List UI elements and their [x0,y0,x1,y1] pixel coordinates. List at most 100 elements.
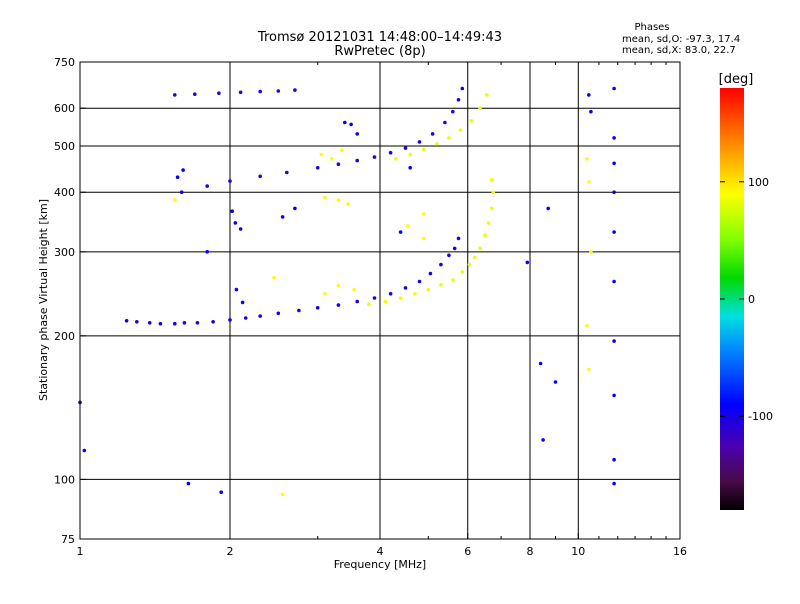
x-tick-label: 6 [464,545,471,558]
echo-point [447,136,451,140]
x-tick-label: 1 [77,545,84,558]
echo-point [439,262,443,267]
echo-point [280,215,285,219]
echo-point [413,292,417,296]
echo-point [383,299,388,304]
echo-point [435,142,439,146]
echo-point [612,457,616,462]
echo-point [393,157,398,161]
chart-title: Tromsø 20121031 14:48:00–14:49:43 [257,30,502,45]
echo-point [426,287,431,292]
echo-point [612,136,616,140]
echo-point [612,161,616,166]
echo-point [272,275,276,280]
echo-point [205,184,209,188]
echo-point [211,320,215,324]
echo-point [233,221,238,225]
echo-point [452,246,457,251]
echo-point [447,253,451,258]
echo-point [336,303,341,307]
echo-point [179,190,184,194]
echo-point [240,300,245,305]
echo-point [182,321,187,325]
echo-point [451,278,455,282]
chart-subtitle: RwPretec (8p) [334,44,425,59]
echo-point [460,270,465,274]
echo-point [230,209,234,213]
echo-point [293,206,297,211]
echo-point [124,319,129,323]
echo-point [349,122,353,127]
stats-x-mode: mean, sd,X: 83.0, 22.7 [622,45,736,56]
echo-point [343,120,347,125]
echo-point [612,230,616,234]
echo-point [276,89,281,93]
echo-point [173,93,177,97]
echo-point [258,314,263,318]
echo-point [486,221,491,225]
echo-point [217,91,221,95]
echo-point [82,448,87,453]
echo-point [147,321,152,325]
echo-point [460,86,465,91]
echo-point [372,296,377,300]
echo-point [234,287,239,292]
echo-point [612,339,616,343]
echo-point [525,260,530,265]
echo-point [336,162,341,166]
echo-point [388,150,393,155]
echo-point [612,393,616,398]
echo-point [422,147,426,152]
echo-point [398,230,403,234]
grid-layer [80,62,680,539]
echo-point [193,92,197,96]
echo-point [428,271,433,276]
echo-point [346,202,350,206]
echo-point [417,279,422,284]
echo-point [458,128,463,132]
y-tick-label: 600 [54,102,75,115]
echo-point [467,262,472,267]
echo-point [388,292,393,296]
echo-point [336,198,341,202]
echo-point [276,311,281,316]
echo-point [243,316,248,320]
echo-point [336,283,341,288]
echo-point [538,361,543,366]
y-tick-label: 750 [54,56,75,69]
y-tick-label: 100 [54,473,75,486]
y-tick-label: 500 [54,140,75,153]
x-tick-label: 4 [377,545,384,558]
echo-point [158,321,163,326]
echo-point [408,166,413,170]
echo-point [367,302,371,307]
echo-point [589,250,593,254]
echo-point [587,180,591,184]
echo-point [546,206,550,211]
echo-point [587,367,591,372]
echo-point [478,106,482,110]
echo-point [585,157,589,161]
colorbar-tick-label: 0 [748,293,755,306]
echo-point [181,168,185,172]
echo-point [612,279,616,284]
x-tick-label: 8 [527,545,534,558]
echo-point [258,89,263,94]
colorbar-tick-label: 100 [748,176,769,189]
echo-point [228,179,232,183]
axis-ticks: 1 2 4 6 8 10 16 75 100 200 300 400 500 600 750 [54,56,687,558]
x-tick-label: 10 [571,545,585,558]
echo-point [451,109,455,114]
echo-point [612,190,616,194]
echo-point [323,292,327,296]
echo-point [439,282,443,287]
echo-point [315,306,320,310]
echo-point [285,170,289,175]
echo-point [585,323,589,328]
echo-point [329,157,334,161]
echo-point [587,93,591,97]
echo-point [443,120,447,125]
colorbar-tick-label: -100 [748,410,773,423]
